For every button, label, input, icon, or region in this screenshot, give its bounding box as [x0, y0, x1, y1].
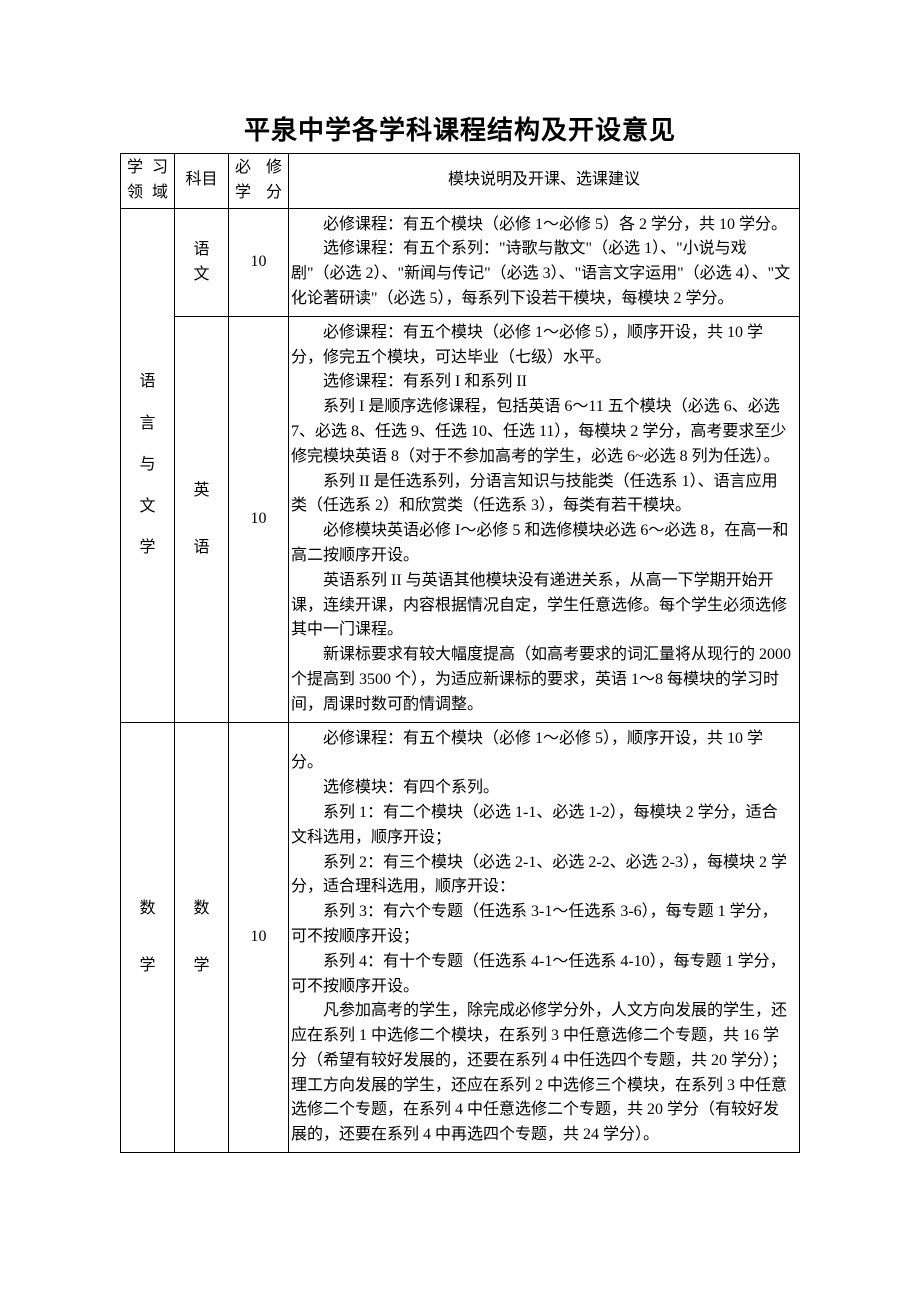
desc-paragraph: 系列 3：有六个专题（任选系 3-1～任选系 3-6），每专题 1 学分，可不按…: [291, 900, 793, 950]
subject-label: 语文: [175, 237, 228, 288]
domain-cell-language: 语言与文学: [121, 208, 175, 722]
subject-label-part: 学: [179, 937, 224, 995]
header-description: 模块说明及开课、选课建议: [289, 154, 800, 209]
subject-cell-english: 英 语: [175, 316, 229, 722]
subject-label-part: 语: [179, 519, 224, 577]
header-domain: 学 习领 域: [121, 154, 175, 209]
subject-label-part: 数: [179, 880, 224, 938]
desc-paragraph: 必修模块英语必修 I～必修 5 和选修模块必选 6～必选 8，在高一和高二按顺序…: [291, 519, 793, 569]
subject-cell-math: 数 学: [175, 722, 229, 1153]
page-title: 平泉中学各学科课程结构及开设意见: [120, 110, 800, 147]
table-row: 语言与文学 语文 10 必修课程：有五个模块（必修 1～必修 5）各 2 学分，…: [121, 208, 800, 316]
desc-paragraph: 选修课程：有五个系列："诗歌与散文"（必选 1）、"小说与戏剧"（必选 2）、"…: [291, 237, 793, 311]
desc-paragraph: 系列 4：有十个专题（任选系 4-1～任选系 4-10），每专题 1 学分，可不…: [291, 950, 793, 1000]
desc-paragraph: 选修模块：有四个系列。: [291, 776, 793, 801]
domain-label-part: 学: [125, 937, 170, 995]
header-subject: 科目: [175, 154, 229, 209]
domain-cell-math: 数 学: [121, 722, 175, 1153]
domain-label: 语言与文学: [125, 361, 170, 569]
table-row: 数 学 数 学 10 必修课程：有五个模块（必修 1～必修 5），顺序开设，共 …: [121, 722, 800, 1153]
subject-cell-chinese: 语文: [175, 208, 229, 316]
desc-paragraph: 必修课程：有五个模块（必修 1～必修 5）各 2 学分，共 10 学分。: [291, 213, 793, 238]
description-cell: 必修课程：有五个模块（必修 1～必修 5），顺序开设，共 10 学分，修完五个模…: [289, 316, 800, 722]
description-cell: 必修课程：有五个模块（必修 1～必修 5），顺序开设，共 10 学分。 选修模块…: [289, 722, 800, 1153]
desc-paragraph: 英语系列 II 与英语其他模块没有递进关系，从高一下学期开始开课，连续开课，内容…: [291, 569, 793, 643]
credits-cell: 10: [229, 208, 289, 316]
domain-label-part: 数: [125, 880, 170, 938]
table-header-row: 学 习领 域 科目 必 修学 分 模块说明及开课、选课建议: [121, 154, 800, 209]
credits-cell: 10: [229, 316, 289, 722]
header-credits: 必 修学 分: [229, 154, 289, 209]
desc-paragraph: 必修课程：有五个模块（必修 1～必修 5），顺序开设，共 10 学分，修完五个模…: [291, 321, 793, 371]
curriculum-table: 学 习领 域 科目 必 修学 分 模块说明及开课、选课建议 语言与文学 语文 1…: [120, 153, 800, 1153]
subject-label-part: 英: [179, 462, 224, 520]
table-row: 英 语 10 必修课程：有五个模块（必修 1～必修 5），顺序开设，共 10 学…: [121, 316, 800, 722]
desc-paragraph: 选修课程：有系列 I 和系列 II: [291, 370, 793, 395]
credits-cell: 10: [229, 722, 289, 1153]
desc-paragraph: 系列 II 是任选系列，分语言知识与技能类（任选系 1）、语言应用类（任选系 2…: [291, 470, 793, 520]
desc-paragraph: 系列 2：有三个模块（必选 2-1、必选 2-2、必选 2-3），每模块 2 学…: [291, 851, 793, 901]
desc-paragraph: 凡参加高考的学生，除完成必修学分外，人文方向发展的学生，还应在系列 1 中选修二…: [291, 999, 793, 1148]
document-page: 平泉中学各学科课程结构及开设意见 学 习领 域 科目 必 修学 分 模块说明及开…: [0, 0, 920, 1213]
desc-paragraph: 新课标要求有较大幅度提高（如高考要求的词汇量将从现行的 2000 个提高到 35…: [291, 643, 793, 717]
desc-paragraph: 系列 1：有二个模块（必选 1-1、必选 1-2），每模块 2 学分，适合文科选…: [291, 801, 793, 851]
description-cell: 必修课程：有五个模块（必修 1～必修 5）各 2 学分，共 10 学分。 选修课…: [289, 208, 800, 316]
desc-paragraph: 系列 I 是顺序选修课程，包括英语 6～11 五个模块（必选 6、必选 7、必选…: [291, 395, 793, 469]
desc-paragraph: 必修课程：有五个模块（必修 1～必修 5），顺序开设，共 10 学分。: [291, 727, 793, 777]
